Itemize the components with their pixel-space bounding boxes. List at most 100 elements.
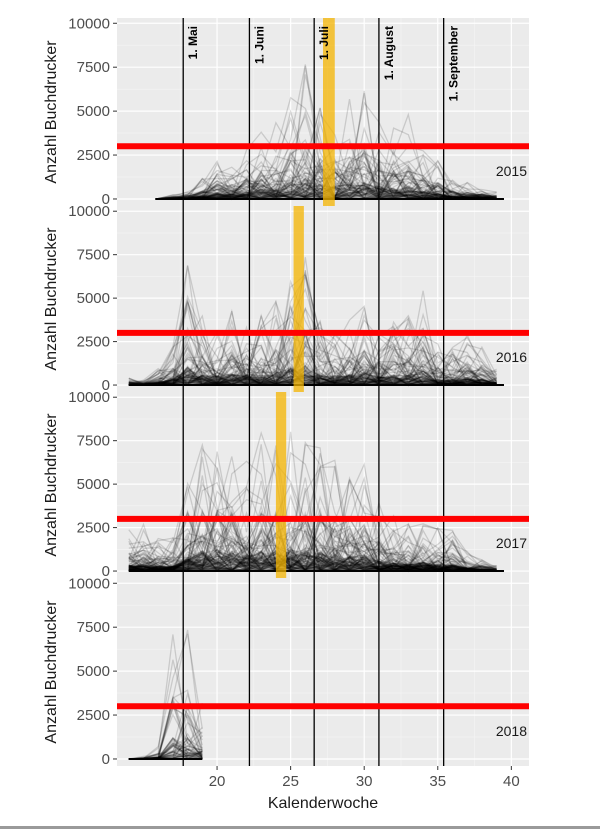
trap-series-line xyxy=(128,510,497,572)
trap-series-line xyxy=(128,368,497,386)
y-axis-label: Anzahl Buchdrucker xyxy=(43,600,60,744)
trap-series-line xyxy=(128,554,497,572)
trap-series-line xyxy=(128,513,497,572)
y-tick-label: 10000 xyxy=(68,15,110,32)
trap-series-line xyxy=(128,270,497,385)
trap-series-line xyxy=(128,365,497,386)
trap-series-line xyxy=(128,368,497,386)
trap-series-line xyxy=(128,331,497,386)
trap-series-line xyxy=(128,300,498,386)
trap-series-line xyxy=(128,510,497,573)
panel-2016: 0 2500 5000 7500 10000 Anzahl Buchdrucker 2016 xyxy=(43,203,529,394)
trap-series-line xyxy=(128,550,497,572)
trap-series-line xyxy=(128,511,497,572)
trap-series-line xyxy=(128,370,497,386)
trap-series-line xyxy=(128,517,497,572)
swarming-peak-highlight xyxy=(323,18,335,206)
trap-series-line xyxy=(128,516,497,572)
trap-series-line xyxy=(128,348,497,386)
trap-series-line xyxy=(128,351,497,386)
trap-series-line xyxy=(128,514,497,572)
trap-series-line xyxy=(128,549,497,572)
y-tick-label: 7500 xyxy=(77,433,110,450)
trap-series-line xyxy=(128,533,497,572)
trap-series-line xyxy=(128,553,497,572)
trap-series-line xyxy=(128,360,497,386)
trap-series-line xyxy=(128,373,497,386)
month-marker-label: 1. Juli xyxy=(317,26,331,60)
panel-background xyxy=(117,392,529,578)
x-tick-label: 35 xyxy=(429,773,446,790)
trap-series-line xyxy=(128,375,497,386)
trap-series-line xyxy=(128,340,497,386)
y-tick-label: 2500 xyxy=(77,147,110,164)
trap-series-line xyxy=(128,534,497,572)
trap-series-line xyxy=(128,330,497,386)
trap-series-line xyxy=(128,343,497,386)
trap-series-line xyxy=(128,551,497,572)
trap-series-line xyxy=(128,265,498,386)
y-tick-label: 5000 xyxy=(77,290,110,307)
trap-series-line xyxy=(128,552,497,572)
trap-series-line xyxy=(128,332,497,386)
trap-series-line xyxy=(128,517,497,572)
trap-series-line xyxy=(128,339,497,386)
trap-series-line xyxy=(128,372,497,386)
trap-series-line xyxy=(128,514,497,572)
trap-series-line xyxy=(128,341,497,387)
month-marker-label: 1. August xyxy=(382,26,396,80)
trap-series-line xyxy=(128,462,497,573)
trap-series-line xyxy=(128,368,497,386)
x-tick-label: 20 xyxy=(209,773,226,790)
trap-series-line xyxy=(128,481,497,570)
trap-series-line xyxy=(128,548,497,572)
trap-series-line xyxy=(128,553,497,572)
trap-series-line xyxy=(128,552,497,572)
trap-series-line xyxy=(128,297,497,386)
trap-series-line xyxy=(128,369,497,386)
y-tick-label: 0 xyxy=(102,191,110,208)
trap-series-line xyxy=(128,553,497,572)
trap-series-line xyxy=(128,445,497,573)
trap-series-line xyxy=(128,520,497,572)
trap-series-line xyxy=(128,552,497,572)
trap-series-line xyxy=(128,551,497,572)
y-tick-label: 10000 xyxy=(68,203,110,220)
y-tick-label: 0 xyxy=(102,751,110,768)
trap-series-line xyxy=(128,466,497,573)
trap-series-line xyxy=(128,444,497,572)
y-tick-label: 7500 xyxy=(77,59,110,76)
month-marker-label: 1. September xyxy=(447,26,461,102)
trap-series-line xyxy=(128,373,497,386)
y-tick-label: 7500 xyxy=(77,247,110,264)
trap-series-line xyxy=(128,374,497,386)
trap-series-line xyxy=(128,550,497,572)
trap-series-line xyxy=(128,521,497,572)
trap-series-line xyxy=(128,512,497,573)
trap-series-line xyxy=(128,510,497,572)
y-tick-label: 5000 xyxy=(77,663,110,680)
trap-series-line xyxy=(128,373,497,386)
x-tick-label: 25 xyxy=(282,773,299,790)
month-marker-label: 1. Juni xyxy=(252,26,266,64)
y-tick-label: 10000 xyxy=(68,389,110,406)
trap-series-line xyxy=(128,327,497,387)
trap-series-line xyxy=(128,370,497,386)
trap-series-line xyxy=(128,551,497,572)
trap-series-line xyxy=(128,369,497,386)
trap-series-line xyxy=(128,689,203,760)
trap-series-line xyxy=(128,553,497,572)
trap-series-line xyxy=(128,347,497,386)
trap-series-line xyxy=(128,551,497,572)
trap-series-line xyxy=(128,529,497,572)
panel-2015: 0 2500 5000 7500 10000 Anzahl Buchdrucker 1. M… xyxy=(43,15,529,208)
trap-series-line xyxy=(128,550,497,572)
trap-series-line xyxy=(128,351,497,386)
trap-series-line xyxy=(128,554,497,572)
trap-series-line xyxy=(128,551,497,572)
trap-series-line xyxy=(128,712,203,760)
x-axis-label: Kalenderwoche xyxy=(268,795,378,812)
trap-series-line xyxy=(128,348,498,386)
trap-series-line xyxy=(128,302,497,386)
